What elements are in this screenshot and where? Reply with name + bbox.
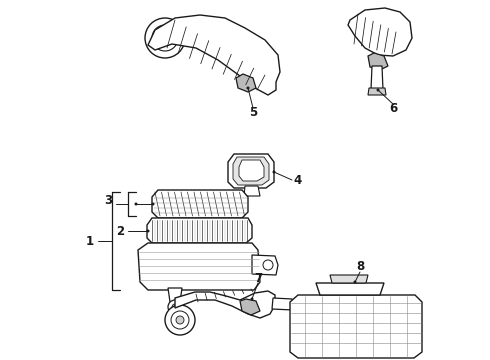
Text: 7: 7	[254, 271, 262, 284]
Polygon shape	[371, 66, 383, 90]
Polygon shape	[330, 275, 368, 283]
Circle shape	[165, 305, 195, 335]
Circle shape	[145, 18, 185, 58]
Circle shape	[176, 316, 184, 324]
Text: 6: 6	[389, 102, 397, 114]
Polygon shape	[348, 8, 412, 56]
Circle shape	[151, 202, 154, 206]
Circle shape	[159, 32, 171, 44]
Text: 3: 3	[104, 194, 112, 207]
Circle shape	[134, 202, 138, 206]
Polygon shape	[148, 15, 280, 95]
Polygon shape	[239, 160, 264, 181]
Polygon shape	[175, 291, 275, 318]
Polygon shape	[168, 288, 182, 302]
Circle shape	[152, 25, 178, 51]
Circle shape	[250, 297, 253, 301]
Circle shape	[376, 89, 379, 91]
Polygon shape	[368, 88, 386, 95]
Circle shape	[246, 86, 249, 90]
Polygon shape	[233, 157, 269, 185]
Circle shape	[272, 171, 275, 174]
Polygon shape	[236, 74, 256, 92]
Circle shape	[168, 300, 182, 314]
Polygon shape	[252, 255, 278, 275]
Text: 1: 1	[86, 234, 94, 248]
Circle shape	[353, 280, 357, 284]
Polygon shape	[290, 295, 422, 358]
Text: 4: 4	[294, 174, 302, 186]
Polygon shape	[138, 243, 260, 290]
Circle shape	[263, 260, 273, 270]
Text: 8: 8	[356, 260, 364, 273]
Polygon shape	[152, 190, 248, 218]
Circle shape	[172, 304, 178, 310]
Polygon shape	[316, 283, 384, 295]
Polygon shape	[240, 299, 260, 315]
Polygon shape	[147, 218, 252, 243]
Text: 2: 2	[116, 225, 124, 238]
Text: 5: 5	[249, 105, 257, 118]
Polygon shape	[244, 186, 260, 196]
Circle shape	[171, 311, 189, 329]
Polygon shape	[368, 53, 388, 70]
Polygon shape	[228, 154, 274, 188]
Polygon shape	[272, 298, 293, 310]
Circle shape	[147, 230, 149, 233]
